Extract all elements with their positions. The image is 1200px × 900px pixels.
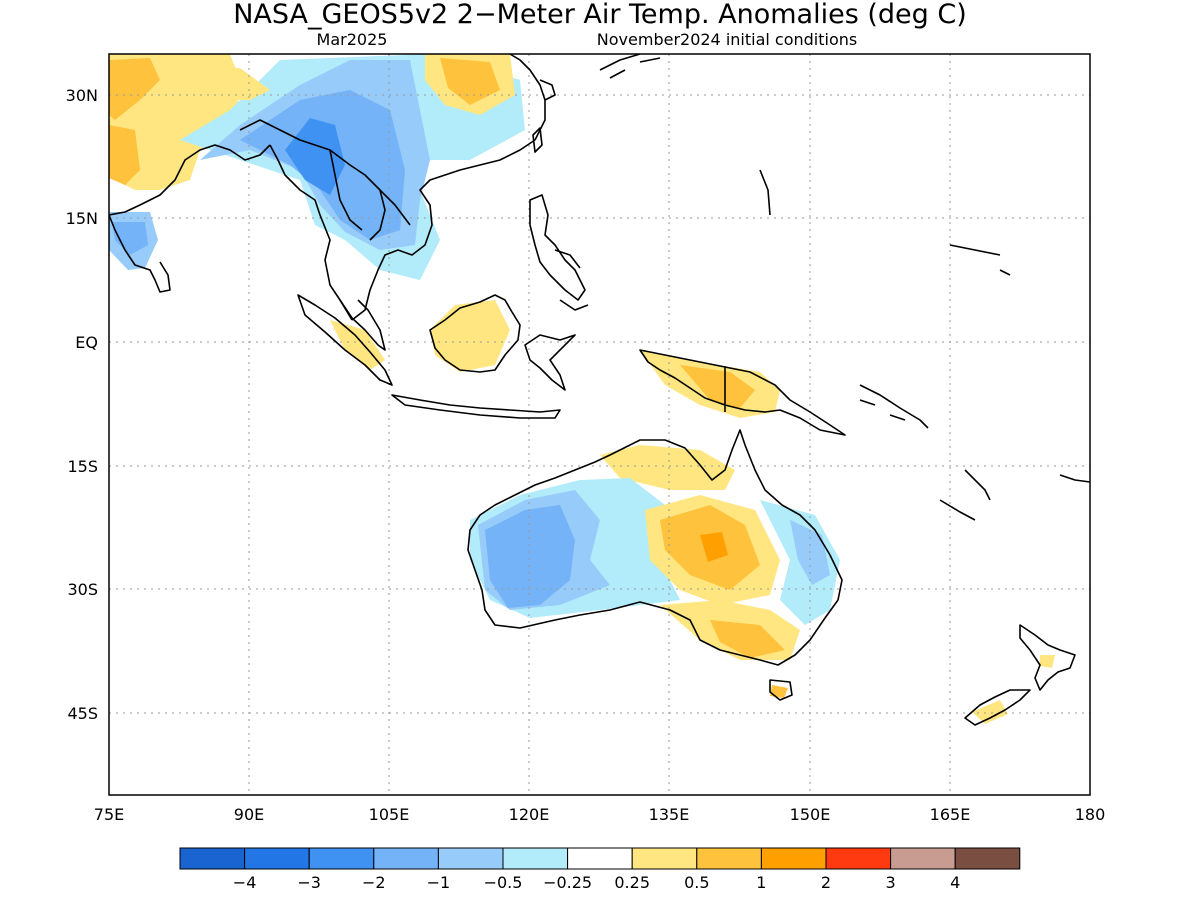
x-tick-105e: 105E (369, 805, 410, 824)
anomaly-region-india-south-core (112, 222, 148, 255)
x-tick-90e: 90E (234, 805, 264, 824)
coastline-australia (467, 429, 843, 666)
y-tick-45s: 45S (67, 704, 98, 723)
coastlines (109, 54, 1090, 726)
colorbar-swatch (179, 847, 246, 870)
y-tick-eq: EQ (75, 333, 98, 352)
colorbar-label: 4 (950, 873, 960, 892)
colorbar-label: 0.5 (684, 873, 709, 892)
coastline-tasmania (769, 679, 793, 701)
colorbar-label: 3 (886, 873, 896, 892)
coastline-china-internal (239, 119, 411, 241)
y-axis: 30N 15N EQ 15S 30S 45S (66, 86, 98, 723)
coastline-indochina (351, 139, 536, 321)
x-tick-180: 180 (1075, 805, 1106, 824)
x-tick-75e: 75E (94, 805, 124, 824)
x-tick-120e: 120E (509, 805, 550, 824)
anomaly-shading (109, 54, 1055, 724)
colorbar-label: 1 (756, 873, 766, 892)
x-tick-135e: 135E (649, 805, 690, 824)
colorbar-swatch (567, 847, 633, 870)
colorbar-label: 0.25 (614, 873, 650, 892)
anomaly-region-nz-north-warm (1040, 655, 1055, 668)
colorbar-label: −1 (427, 873, 451, 892)
anomaly-region-india-warm-south (109, 125, 140, 185)
chart-subtitle-month: Mar2025 (317, 30, 388, 49)
colorbar-swatch (308, 847, 375, 870)
colorbar-swatch (502, 847, 569, 870)
anomaly-region-borneo-warm (430, 300, 510, 372)
y-tick-30s: 30S (67, 580, 98, 599)
anomaly-region-nz-warm (972, 700, 1008, 724)
coastline-malaya (339, 299, 386, 351)
coastline-taiwan (532, 127, 543, 153)
y-tick-15n: 15N (66, 209, 98, 228)
coastline-melanesia (859, 384, 991, 521)
anomaly-region-aus-west-cool-core (485, 505, 575, 608)
colorbar-swatch (890, 847, 956, 870)
colorbar-label: −0.5 (484, 873, 523, 892)
colorbar-label: 2 (821, 873, 831, 892)
chart-subtitle-init: November2024 initial conditions (597, 30, 857, 49)
y-tick-15s: 15S (67, 457, 98, 476)
colorbar: −4 −3 −2 −1 −0.5 −0.25 0.25 0.5 1 2 3 4 (179, 847, 1021, 892)
coastline-newzealand-south (964, 689, 1031, 726)
coastline-borneo (429, 294, 521, 373)
x-tick-150e: 150E (790, 805, 831, 824)
colorbar-swatch (696, 847, 762, 870)
y-tick-30n: 30N (66, 86, 98, 105)
coastline-sumatra (297, 294, 393, 386)
coastline-pacific-islands (759, 169, 1090, 483)
colorbar-swatch (631, 847, 698, 870)
plot-frame (108, 53, 1091, 796)
coastline-newguinea (639, 349, 846, 436)
anomaly-region-myanmar-core (285, 118, 345, 195)
colorbar-label: −0.25 (543, 873, 592, 892)
colorbar-label: −4 (233, 873, 257, 892)
coastline-japan-korea (599, 54, 661, 79)
anomaly-region-newguinea-core (680, 365, 755, 408)
anomaly-region-aus-north-warm (600, 445, 735, 490)
coastline-india (109, 144, 271, 293)
lat-lon-grid (109, 54, 1090, 795)
colorbar-label: −3 (297, 873, 321, 892)
plot-area (109, 54, 1090, 795)
colorbar-swatch (825, 847, 892, 870)
anomaly-region-tibet-warm (160, 68, 270, 100)
colorbar-swatch (244, 847, 310, 870)
anomaly-region-aus-central-warm-core (700, 532, 728, 562)
coastline-bay-bengal (269, 144, 353, 321)
colorbar-swatch (373, 847, 439, 870)
anomaly-region-sumatra-warm (330, 320, 385, 370)
coastline-java (391, 394, 561, 419)
x-tick-165e: 165E (930, 805, 971, 824)
coastline-newzealand-north (1019, 624, 1076, 691)
chart-title: NASA_GEOS5v2 2−Meter Air Temp. Anomalies… (233, 0, 967, 30)
anomaly-region-india-warm-core (109, 58, 160, 120)
anomaly-region-china-warm-core (440, 58, 500, 105)
coastline-china-east (509, 54, 556, 141)
colorbar-swatch (760, 847, 827, 870)
colorbar-swatch (954, 847, 1021, 870)
coastline-philippines (529, 194, 589, 311)
x-axis: 75E 90E 105E 120E 135E 150E 165E 180 (94, 805, 1106, 824)
colorbar-label: −2 (362, 873, 386, 892)
coastline-sulawesi (524, 334, 576, 391)
anomaly-region-aus-south-warm-core (710, 620, 785, 658)
colorbar-swatch (437, 847, 504, 870)
